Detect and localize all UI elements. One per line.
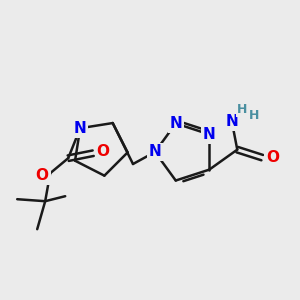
Text: O: O: [97, 144, 110, 159]
Text: H: H: [237, 103, 247, 116]
Text: N: N: [203, 127, 216, 142]
Text: N: N: [148, 145, 161, 160]
Text: H: H: [249, 109, 260, 122]
Text: N: N: [74, 121, 87, 136]
Text: N: N: [226, 114, 239, 129]
Text: O: O: [36, 168, 49, 183]
Text: N: N: [169, 116, 182, 131]
Text: O: O: [266, 150, 279, 165]
